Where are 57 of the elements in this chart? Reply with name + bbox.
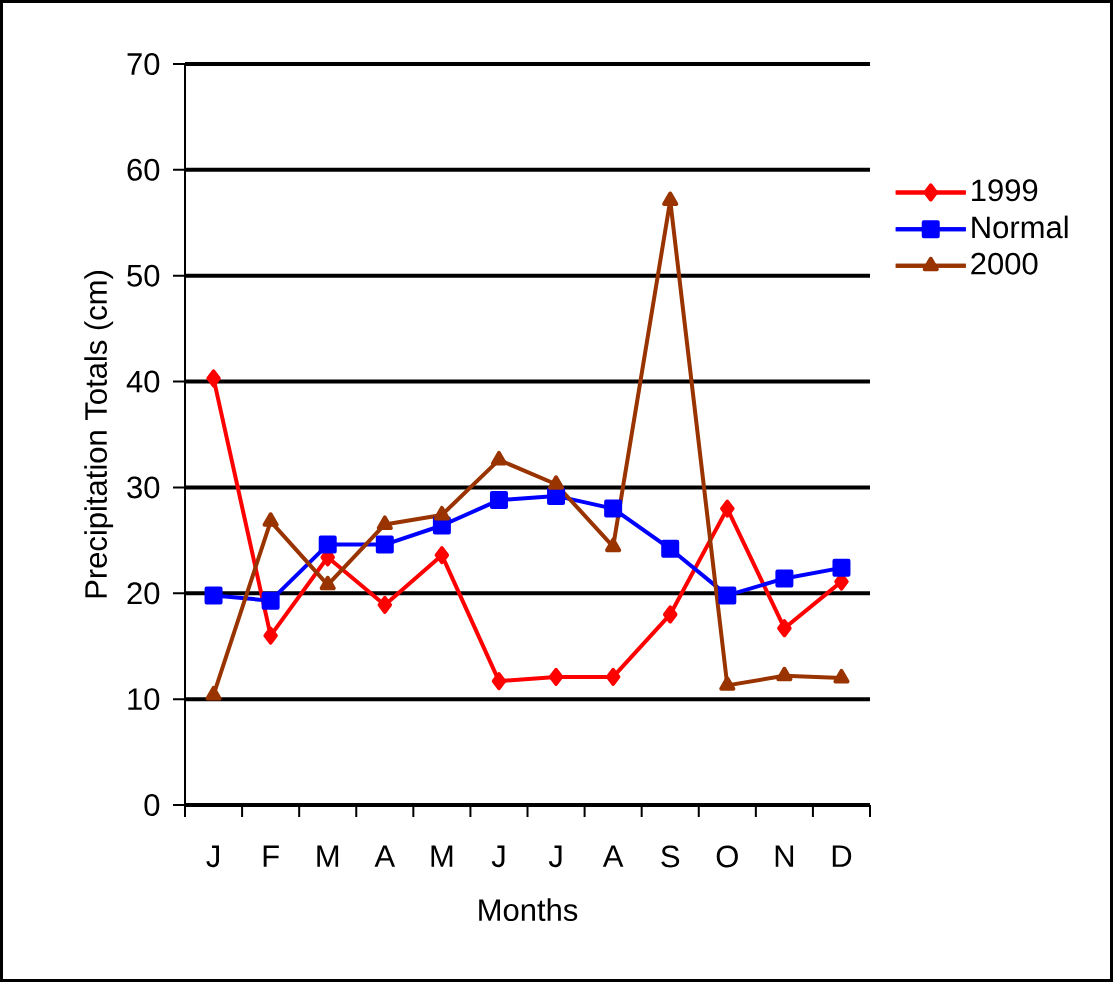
- point: [263, 626, 278, 645]
- y-tick-label: 40: [126, 370, 160, 393]
- point: [377, 595, 393, 614]
- x-tick-label: F: [263, 845, 279, 867]
- point: [375, 535, 394, 554]
- point: [319, 575, 336, 591]
- point: [718, 586, 737, 605]
- point: [262, 512, 279, 527]
- x-tick-label: J: [548, 845, 562, 868]
- point: [719, 676, 736, 691]
- point: [605, 667, 621, 686]
- x-tick-label: A: [374, 845, 396, 867]
- x-tick-label: O: [716, 845, 738, 868]
- point: [775, 569, 794, 588]
- y-tick-label: 0: [144, 794, 160, 816]
- point: [376, 515, 393, 530]
- point: [776, 666, 793, 682]
- point: [490, 450, 508, 466]
- point: [662, 605, 678, 624]
- point: [833, 668, 850, 684]
- point: [261, 591, 280, 610]
- x-tick-label: M: [317, 845, 339, 867]
- x-tick-label: M: [431, 845, 453, 867]
- point: [204, 586, 223, 605]
- point: [777, 619, 792, 638]
- legend-label: Normal: [972, 215, 1068, 239]
- point: [489, 491, 508, 510]
- point: [547, 475, 565, 490]
- x-tick-label: N: [775, 845, 794, 867]
- y-tick-label: 50: [127, 264, 160, 287]
- legend-label: 2000: [971, 252, 1038, 275]
- point: [832, 558, 851, 577]
- point: [318, 535, 337, 554]
- y-tick-label: 60: [127, 158, 160, 181]
- point: [433, 505, 450, 521]
- point: [604, 499, 623, 518]
- point: [548, 667, 564, 686]
- point: [206, 369, 221, 388]
- y-tick-label: 70: [127, 53, 160, 75]
- x-tick-label: S: [661, 845, 680, 868]
- x-tick-label: J: [491, 845, 505, 868]
- point: [720, 499, 735, 518]
- point: [605, 537, 622, 553]
- point: [661, 539, 680, 558]
- y-tick-label: 20: [127, 582, 160, 605]
- point: [662, 191, 679, 207]
- y-axis-title: Precipitation Totals (cm): [84, 271, 114, 598]
- legend-label: 1999: [972, 179, 1038, 202]
- point: [434, 546, 450, 565]
- x-tick-label: J: [206, 845, 219, 868]
- y-tick-label: 10: [128, 688, 160, 711]
- point: [491, 672, 507, 691]
- y-tick-label: 30: [127, 476, 160, 499]
- x-tick-label: D: [832, 845, 852, 867]
- x-tick-label: A: [602, 845, 624, 867]
- x-axis-title: Months: [479, 898, 578, 922]
- point: [205, 685, 222, 701]
